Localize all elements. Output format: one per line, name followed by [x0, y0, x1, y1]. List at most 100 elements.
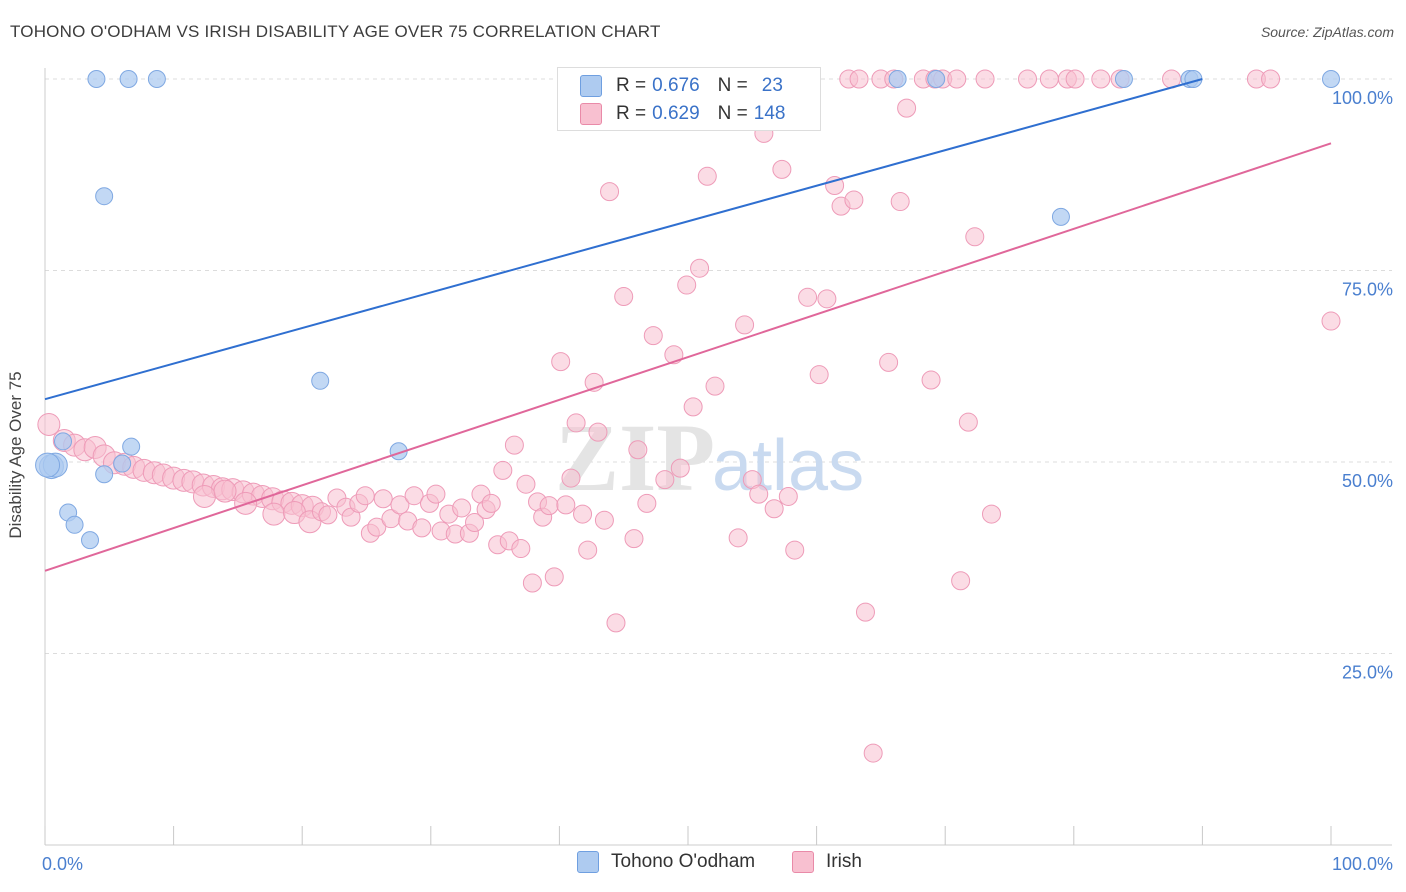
y-tick-label: 75.0%	[1342, 280, 1393, 300]
irish-point	[951, 571, 971, 591]
irish-point	[728, 528, 748, 548]
irish-point	[213, 479, 237, 503]
irish-point	[544, 567, 564, 587]
irish-point	[947, 69, 967, 89]
irish-point	[849, 69, 869, 89]
irish-point	[772, 159, 792, 179]
y-tick-label: 50.0%	[1342, 471, 1393, 491]
irish-point	[655, 470, 675, 490]
legend-swatch-blue	[580, 75, 602, 97]
tohono-point	[81, 531, 100, 550]
trend-lines	[44, 78, 1332, 572]
irish-point	[844, 190, 864, 210]
legend-r-label: R =	[616, 75, 647, 96]
irish-point	[1321, 311, 1341, 331]
tohono-point	[1114, 70, 1133, 88]
tohono-point	[888, 70, 907, 88]
irish-point	[809, 365, 829, 385]
irish-point	[504, 435, 524, 455]
irish-point	[522, 573, 542, 593]
y-tick-label: 100.0%	[1332, 88, 1393, 108]
irish-point	[614, 287, 634, 307]
irish-point	[890, 192, 910, 212]
irish-point	[578, 540, 598, 560]
irish-point	[863, 743, 883, 763]
x-tick-label: 0.0%	[42, 854, 83, 874]
tohono-trend-line	[44, 78, 1203, 401]
tick-labels: 25.0% 50.0% 75.0% 100.0% 0.0% 100.0%	[42, 88, 1393, 874]
tohono-point	[119, 70, 138, 88]
legend-n-value: 23	[761, 75, 783, 96]
legend-n-label: N =	[717, 75, 748, 96]
irish-point	[412, 518, 432, 538]
legend-n-label: N =	[717, 103, 748, 124]
tohono-point	[54, 432, 73, 451]
bottom-legend-label: Tohono O'odham	[611, 851, 756, 872]
irish-point	[817, 289, 837, 309]
tohono-point	[113, 454, 132, 473]
irish-point	[367, 517, 387, 537]
grid-lines	[45, 78, 1392, 654]
y-axis-label: Disability Age Over 75	[6, 371, 25, 539]
tohono-points	[35, 70, 1340, 550]
irish-point	[606, 613, 626, 633]
legend-row-tohono: R = 0.676 N = 23	[580, 73, 783, 99]
irish-point	[594, 510, 614, 530]
legend-r-value: 0.676	[652, 75, 700, 96]
irish-point	[958, 412, 978, 432]
y-tick-label: 25.0%	[1342, 663, 1393, 683]
legend: R = 0.676 N = 23 R = 0.629 N = 148	[557, 67, 821, 131]
irish-point	[1018, 69, 1038, 89]
bottom-legend-swatch-pink	[792, 851, 814, 873]
legend-r-label: R =	[616, 103, 647, 124]
chart-title: TOHONO O'ODHAM VS IRISH DISABILITY AGE O…	[10, 22, 661, 41]
irish-point	[318, 505, 338, 525]
irish-point	[778, 486, 798, 506]
tohono-point	[1051, 207, 1070, 226]
tohono-point	[95, 465, 114, 484]
tohono-point	[1322, 70, 1340, 88]
irish-point	[705, 376, 725, 396]
irish-point	[539, 496, 559, 516]
tohono-point	[87, 70, 106, 88]
irish-point	[452, 498, 472, 518]
tohono-point	[147, 70, 166, 88]
legend-r-value: 0.629	[652, 103, 700, 124]
irish-point	[481, 493, 501, 513]
irish-point	[1091, 69, 1111, 89]
irish-point	[573, 504, 593, 524]
legend-n-value: 148	[753, 103, 786, 124]
irish-point	[965, 227, 985, 247]
irish-point	[37, 412, 61, 436]
irish-point	[588, 422, 608, 442]
bottom-legend-tohono: Tohono O'odham	[577, 851, 755, 873]
bottom-legend-label: Irish	[826, 851, 862, 872]
irish-point	[426, 484, 446, 504]
irish-point	[1039, 69, 1059, 89]
irish-point	[1065, 69, 1085, 89]
irish-point	[624, 529, 644, 549]
irish-point	[355, 486, 375, 506]
irish-point	[897, 98, 917, 118]
irish-point	[390, 495, 410, 515]
legend-row-irish: R = 0.629 N = 148	[580, 101, 785, 127]
tohono-point	[311, 371, 330, 390]
tohono-point	[35, 452, 61, 478]
irish-point	[511, 539, 531, 559]
irish-point	[749, 484, 769, 504]
irish-point	[465, 513, 485, 533]
irish-point	[683, 397, 703, 417]
irish-point	[566, 413, 586, 433]
irish-point	[690, 258, 710, 278]
irish-point	[670, 458, 690, 478]
tohono-point	[95, 187, 114, 206]
irish-point	[561, 468, 581, 488]
irish-point	[556, 495, 576, 515]
irish-point	[516, 474, 536, 494]
irish-point	[697, 166, 717, 186]
irish-point	[628, 440, 648, 460]
tohono-point	[122, 437, 141, 456]
legend-swatch-pink	[580, 103, 602, 125]
irish-point	[1261, 69, 1281, 89]
